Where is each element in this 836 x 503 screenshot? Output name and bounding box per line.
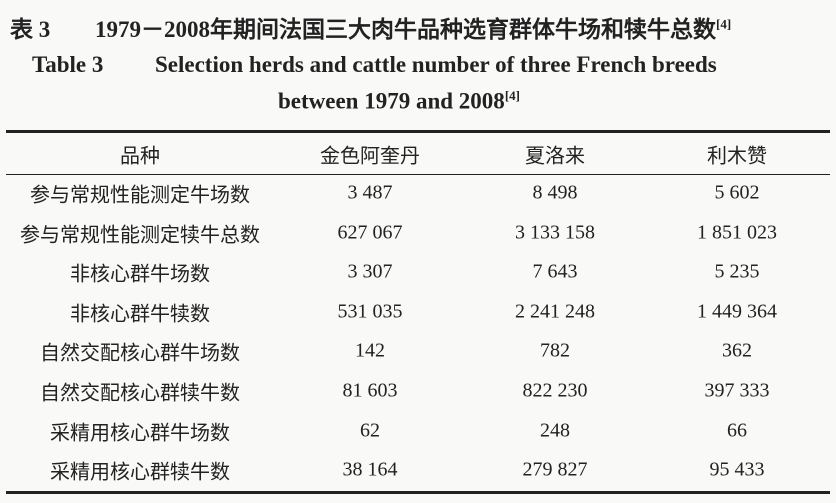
cell: 2 241 248 — [515, 300, 595, 323]
cell: 62 — [360, 419, 380, 442]
cell: 95 433 — [709, 458, 765, 481]
cell: 参与常规性能测定犊牛总数 — [20, 224, 260, 247]
cell: 3 133 158 — [515, 221, 595, 244]
en-ref: [4] — [504, 88, 520, 103]
header-cell: 品种 — [120, 145, 160, 168]
cell: 采精用核心群牛场数 — [50, 422, 230, 445]
cell: 非核心群牛场数 — [70, 263, 210, 286]
cell: 5 602 — [714, 181, 760, 204]
cn-label: 表 3 — [10, 17, 51, 42]
cell: 279 827 — [522, 458, 588, 481]
cell: 3 487 — [347, 181, 393, 204]
cell: 参与常规性能测定牛场数 — [30, 184, 250, 207]
cell: 非核心群牛犊数 — [70, 303, 210, 326]
cell: 自然交配核心群牛场数 — [40, 342, 240, 365]
cell: 5 235 — [714, 260, 760, 283]
cn-title-text: 1979－2008年期间法国三大肉牛品种选育群体牛场和犊牛总数 — [95, 17, 716, 42]
cell: 142 — [355, 339, 385, 362]
cell: 362 — [722, 339, 752, 362]
cell: 3 307 — [347, 260, 393, 283]
cell: 66 — [727, 419, 747, 442]
en-label: Table 3 — [32, 52, 104, 77]
top-rule — [6, 130, 830, 133]
cell: 1 449 364 — [697, 300, 777, 323]
cell: 248 — [540, 419, 570, 442]
cell: 8 498 — [532, 181, 578, 204]
cn-ref: [4] — [716, 16, 732, 32]
cell: 采精用核心群犊牛数 — [50, 461, 230, 484]
cn-title: 1979－2008年期间法国三大肉牛品种选育群体牛场和犊牛总数[4] — [95, 10, 731, 44]
cell: 自然交配核心群犊牛数 — [40, 382, 240, 405]
header-cell: 夏洛来 — [525, 145, 585, 168]
cell: 531 035 — [337, 300, 403, 323]
header-rule — [6, 174, 830, 175]
cell: 1 851 023 — [697, 221, 777, 244]
bottom-rule — [6, 491, 830, 494]
cell: 7 643 — [532, 260, 578, 283]
header-cell: 利木赞 — [707, 145, 767, 168]
en-title-1: Selection herds and cattle number of thr… — [155, 52, 717, 77]
cell: 782 — [540, 339, 570, 362]
en-title-2: between 1979 and 2008[4] — [278, 88, 520, 115]
cell: 627 067 — [337, 221, 403, 244]
cell: 397 333 — [704, 379, 770, 402]
header-cell: 金色阿奎丹 — [320, 145, 420, 168]
cell: 81 603 — [342, 379, 398, 402]
en-title-2-text: between 1979 and 2008 — [278, 88, 505, 114]
cell: 822 230 — [522, 379, 588, 402]
cell: 38 164 — [342, 458, 398, 481]
